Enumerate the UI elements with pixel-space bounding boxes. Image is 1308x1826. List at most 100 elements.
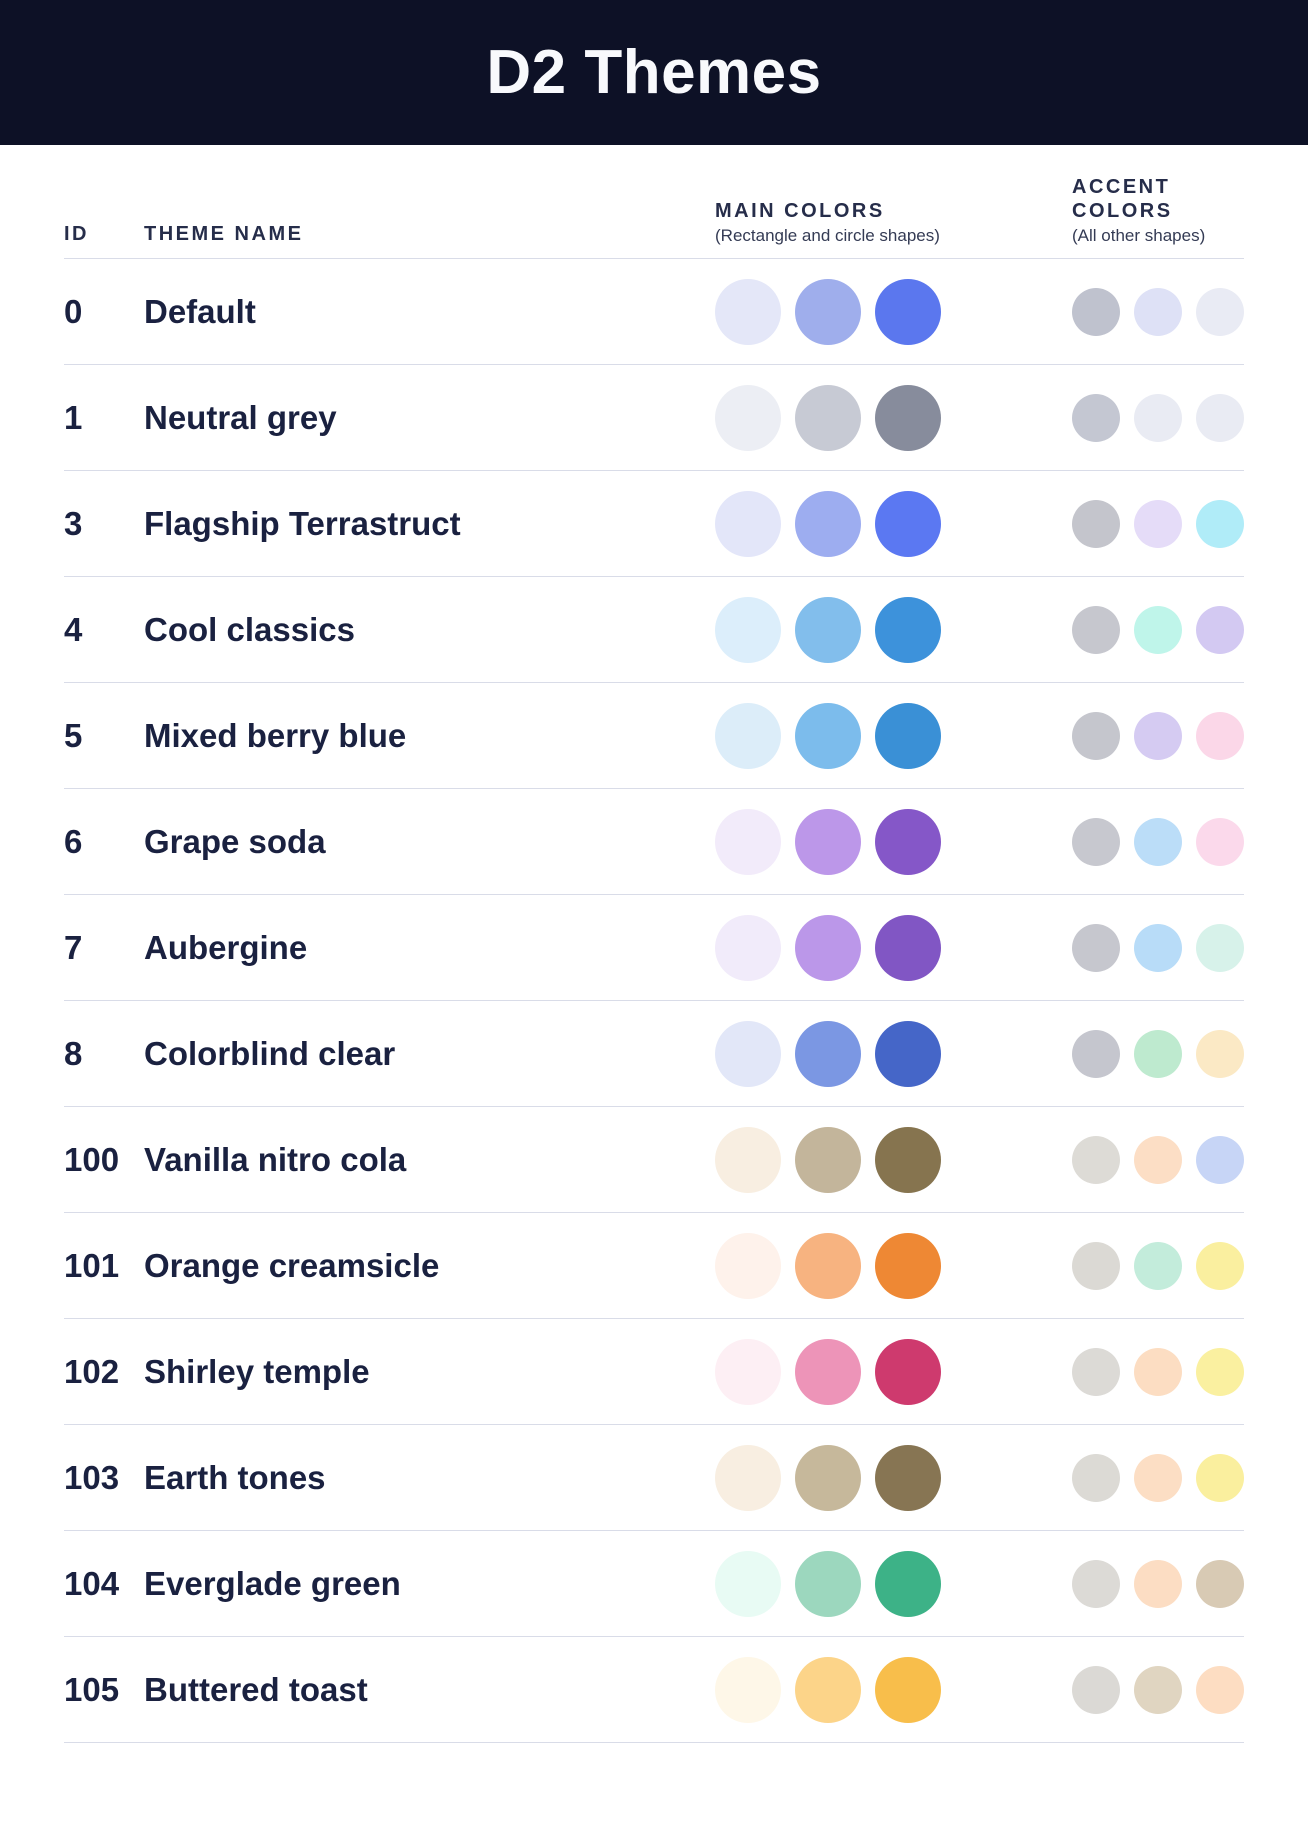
main-color-swatch — [795, 1444, 861, 1511]
main-color-swatches — [715, 490, 941, 557]
main-color-swatch — [795, 1656, 861, 1723]
theme-name: Everglade green — [144, 1564, 401, 1602]
accent-color-swatch — [1134, 1135, 1182, 1184]
accent-color-swatch — [1134, 499, 1182, 548]
accent-color-swatch — [1196, 605, 1244, 654]
accent-color-swatches — [1072, 1029, 1244, 1078]
theme-id: 5 — [64, 716, 83, 754]
main-color-swatch — [715, 1232, 781, 1299]
theme-name: Mixed berry blue — [144, 716, 407, 754]
main-color-swatch — [715, 1126, 781, 1193]
theme-row: 100 Vanilla nitro cola — [64, 1107, 1244, 1213]
main-color-swatches — [715, 384, 941, 451]
page-header: D2 Themes — [0, 0, 1308, 145]
theme-name: Shirley temple — [144, 1352, 370, 1390]
main-color-swatch — [715, 278, 781, 345]
accent-color-swatches — [1072, 1665, 1244, 1714]
theme-row: 5 Mixed berry blue — [64, 683, 1244, 789]
accent-color-swatches — [1072, 287, 1244, 336]
main-color-swatches — [715, 1656, 941, 1723]
theme-id: 4 — [64, 610, 83, 648]
main-color-swatches — [715, 702, 941, 769]
column-header-accent-colors: ACCENT COLORS (All other shapes) — [1072, 175, 1244, 246]
main-color-swatch — [875, 1656, 941, 1723]
accent-color-swatch — [1072, 499, 1120, 548]
main-color-swatch — [795, 278, 861, 345]
theme-id: 102 — [64, 1352, 120, 1390]
main-color-swatch — [715, 1020, 781, 1087]
accent-color-swatch — [1196, 1029, 1244, 1078]
theme-name: Vanilla nitro cola — [144, 1140, 407, 1178]
theme-row: 101 Orange creamsicle — [64, 1213, 1244, 1319]
accent-color-swatch — [1072, 711, 1120, 760]
theme-id: 6 — [64, 822, 83, 860]
main-color-swatch — [875, 384, 941, 451]
column-header-id: ID — [64, 223, 89, 245]
theme-name: Earth tones — [144, 1458, 326, 1496]
accent-color-swatch — [1196, 711, 1244, 760]
main-color-swatch — [715, 384, 781, 451]
main-colors-label: MAIN COLORS — [715, 199, 885, 222]
theme-id: 103 — [64, 1458, 120, 1496]
main-color-swatch — [875, 1126, 941, 1193]
accent-color-swatches — [1072, 605, 1244, 654]
accent-color-swatch — [1072, 1135, 1120, 1184]
main-color-swatch — [715, 1550, 781, 1617]
accent-colors-label: ACCENT COLORS — [1072, 175, 1173, 222]
theme-id: 104 — [64, 1564, 120, 1602]
accent-color-swatches — [1072, 1241, 1244, 1290]
accent-colors-sublabel: (All other shapes) — [1072, 225, 1206, 245]
accent-color-swatch — [1134, 923, 1182, 972]
accent-color-swatches — [1072, 711, 1244, 760]
accent-color-swatch — [1196, 1453, 1244, 1502]
main-color-swatch — [875, 1232, 941, 1299]
theme-row: 105 Buttered toast — [64, 1637, 1244, 1743]
main-color-swatch — [795, 808, 861, 875]
theme-row: 103 Earth tones — [64, 1425, 1244, 1531]
accent-color-swatches — [1072, 1559, 1244, 1608]
main-color-swatches — [715, 914, 941, 981]
accent-color-swatches — [1072, 923, 1244, 972]
accent-color-swatch — [1134, 1029, 1182, 1078]
main-color-swatches — [715, 278, 941, 345]
main-color-swatch — [795, 1550, 861, 1617]
main-color-swatch — [715, 490, 781, 557]
accent-color-swatch — [1072, 393, 1120, 442]
accent-color-swatch — [1134, 817, 1182, 866]
main-color-swatches — [715, 1020, 941, 1087]
theme-name: Flagship Terrastruct — [144, 504, 461, 542]
page-title: D2 Themes — [486, 38, 822, 107]
main-color-swatch — [795, 1232, 861, 1299]
main-color-swatches — [715, 1338, 941, 1405]
accent-color-swatch — [1134, 287, 1182, 336]
accent-color-swatches — [1072, 817, 1244, 866]
main-color-swatch — [875, 1338, 941, 1405]
accent-color-swatch — [1196, 817, 1244, 866]
accent-color-swatch — [1072, 1347, 1120, 1396]
main-color-swatches — [715, 1126, 941, 1193]
theme-name: Colorblind clear — [144, 1034, 396, 1072]
accent-color-swatch — [1072, 817, 1120, 866]
main-color-swatch — [715, 702, 781, 769]
main-color-swatch — [875, 278, 941, 345]
accent-color-swatch — [1196, 393, 1244, 442]
main-color-swatch — [715, 1444, 781, 1511]
accent-color-swatch — [1196, 1135, 1244, 1184]
accent-color-swatch — [1196, 1665, 1244, 1714]
main-color-swatch — [875, 808, 941, 875]
accent-color-swatch — [1134, 1347, 1182, 1396]
theme-row: 4 Cool classics — [64, 577, 1244, 683]
main-color-swatch — [795, 1338, 861, 1405]
main-color-swatch — [795, 490, 861, 557]
accent-color-swatch — [1072, 1241, 1120, 1290]
accent-color-swatches — [1072, 1347, 1244, 1396]
main-color-swatches — [715, 1550, 941, 1617]
accent-color-swatch — [1134, 605, 1182, 654]
accent-color-swatch — [1196, 1241, 1244, 1290]
theme-name: Cool classics — [144, 610, 355, 648]
accent-color-swatch — [1196, 923, 1244, 972]
accent-color-swatch — [1134, 1453, 1182, 1502]
theme-id: 100 — [64, 1140, 120, 1178]
theme-id: 101 — [64, 1246, 120, 1284]
